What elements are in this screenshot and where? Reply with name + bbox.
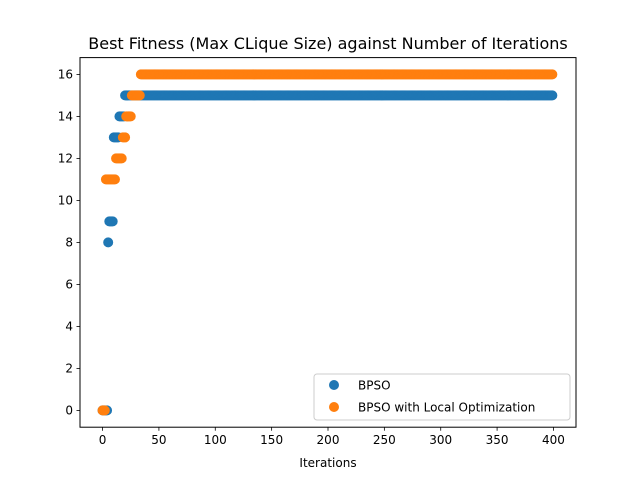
y-tick-label: 16: [58, 68, 73, 82]
data-point: [547, 69, 558, 80]
data-point: [120, 132, 131, 143]
legend-label-bpso-local-optimization: BPSO with Local Optimization: [358, 401, 535, 415]
y-tick-label: 8: [65, 236, 73, 250]
data-point: [99, 405, 110, 416]
x-axis: 0 50 100 150 200 250 300 350 400: [99, 427, 565, 447]
legend-marker-bpso-local-optimization: [329, 402, 339, 412]
y-tick-label: 4: [65, 320, 73, 334]
x-axis-label: Iterations: [299, 456, 356, 470]
legend-marker-bpso: [329, 380, 339, 390]
legend-label-bpso: BPSO: [358, 379, 391, 393]
data-point: [547, 90, 558, 101]
y-tick-label: 12: [58, 152, 73, 166]
legend-frame: [313, 373, 571, 421]
x-tick-label: 250: [373, 433, 396, 447]
y-tick-label: 10: [58, 194, 73, 208]
data-point: [116, 153, 127, 164]
x-tick-label: 100: [204, 433, 227, 447]
y-tick-label: 6: [65, 278, 73, 292]
data-point: [125, 111, 136, 122]
x-tick-label: 0: [99, 433, 107, 447]
plot-frame: [79, 57, 577, 428]
x-tick-label: 200: [317, 433, 340, 447]
data-point: [103, 237, 114, 248]
y-axis: 0 2 4 6 8 10 12 14 16: [58, 68, 80, 418]
y-tick-label: 14: [58, 110, 73, 124]
data-point: [109, 174, 120, 185]
y-tick-label: 2: [65, 362, 73, 376]
x-tick-label: 150: [260, 433, 283, 447]
y-tick-label: 0: [65, 404, 73, 418]
plot-marks: [97, 69, 558, 416]
x-tick-label: 300: [429, 433, 452, 447]
x-tick-label: 50: [151, 433, 166, 447]
series-0: [97, 90, 558, 416]
data-point: [107, 216, 118, 227]
series-1: [97, 69, 558, 416]
data-point: [134, 90, 145, 101]
x-tick-label: 350: [486, 433, 509, 447]
chart-title: Best Fitness (Max CLique Size) against N…: [88, 34, 567, 53]
legend: BPSO BPSO with Local Optimization: [313, 373, 571, 421]
x-tick-label: 400: [542, 433, 565, 447]
